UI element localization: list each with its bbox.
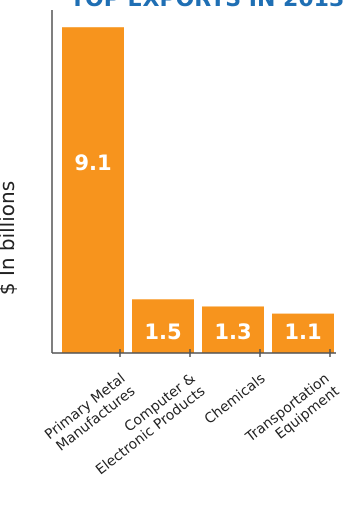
x-tick-label-2: Chemicals (202, 371, 269, 428)
bar-3 (272, 313, 334, 353)
chart-title: TOP EXPORTS IN 2013 (70, 0, 344, 12)
bars-group: 9.1 1.5 1.3 1.1 (62, 27, 334, 353)
bar-1 (132, 299, 194, 353)
bar-value-label-3: 1.1 (284, 320, 321, 344)
bar-value-label-2: 1.3 (214, 320, 251, 344)
bar-0 (62, 27, 124, 353)
y-axis-label: $ In billions (0, 181, 19, 295)
bar-value-label-1: 1.5 (144, 320, 181, 344)
bar-value-label-0: 9.1 (74, 151, 111, 175)
bar-2 (202, 306, 264, 353)
x-ticks-group (119, 349, 331, 357)
